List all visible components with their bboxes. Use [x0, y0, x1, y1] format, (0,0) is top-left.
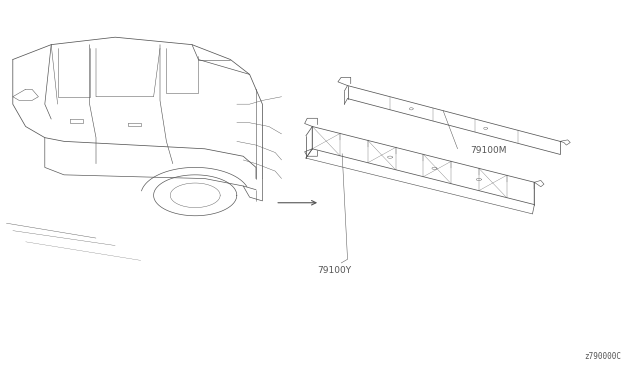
Text: z790000C: z790000C — [584, 352, 621, 361]
Text: 79100Y: 79100Y — [317, 266, 351, 275]
Text: 79100M: 79100M — [470, 146, 507, 155]
